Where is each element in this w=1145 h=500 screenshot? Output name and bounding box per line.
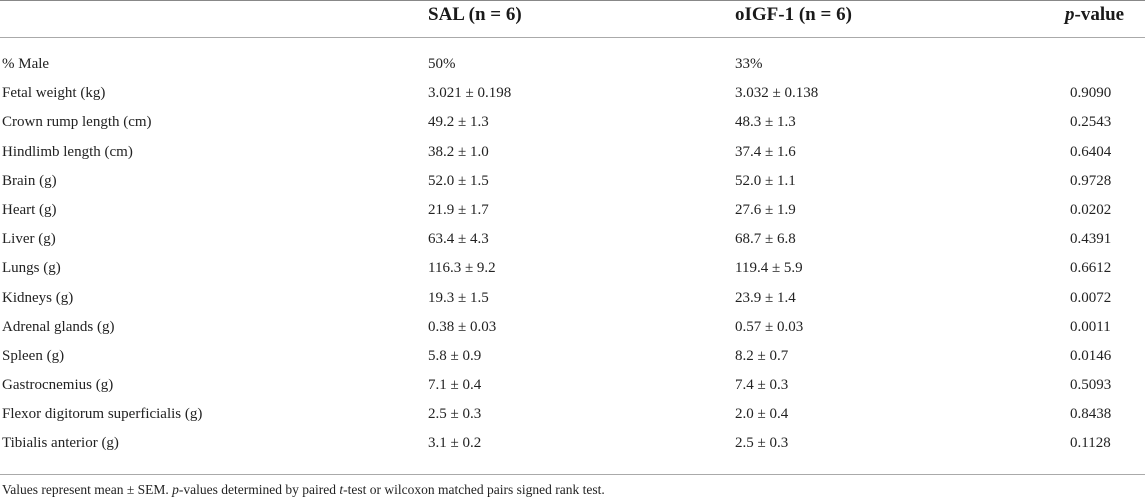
cell-sal: 5.8 ± 0.9 [428, 347, 482, 364]
row-label: Heart (g) [2, 201, 57, 218]
table-body: % Male 50% 33% Fetal weight (kg) 3.021 ± 0.1… [0, 50, 1145, 459]
cell-p-value: 0.4391 [1070, 231, 1112, 248]
cell-oigf: 23.9 ± 1.4 [735, 289, 796, 306]
cell-oigf: 0.57 ± 0.03 [735, 318, 804, 335]
row-label: Fetal weight (kg) [2, 85, 106, 102]
table-row: Brain (g) 52.0 ± 1.5 52.0 ± 1.1 0.9728 [0, 167, 1145, 196]
cell-oigf: 119.4 ± 5.9 [735, 260, 803, 277]
table-row: Flexor digitorum superficialis (g) 2.5 ± … [0, 400, 1145, 429]
table-bottom-rule [0, 474, 1145, 475]
cell-sal: 7.1 ± 0.4 [428, 377, 482, 394]
cell-p-value: 0.9090 [1070, 85, 1112, 102]
cell-sal: 2.5 ± 0.3 [428, 406, 482, 423]
table-row: Gastrocnemius (g) 7.1 ± 0.4 7.4 ± 0.3 0.509… [0, 371, 1145, 400]
footnote-t-italic: t [339, 482, 344, 497]
cell-oigf: 52.0 ± 1.1 [735, 172, 796, 189]
footnote-part1: Values represent mean ± SEM. [2, 482, 173, 497]
row-label: Crown rump length (cm) [2, 114, 152, 131]
cell-p-value: 0.2543 [1070, 114, 1112, 131]
cell-oigf: 8.2 ± 0.7 [735, 347, 789, 364]
cell-p-value: 0.1128 [1070, 435, 1111, 452]
cell-p-value: 0.8438 [1070, 406, 1112, 423]
row-label: % Male [2, 56, 50, 72]
cell-p-value: 0.6612 [1070, 260, 1112, 277]
cell-sal: 3.021 ± 0.198 [428, 85, 512, 102]
footnote-p-italic: p [172, 482, 179, 497]
header-sal: SAL (n = 6) [428, 4, 522, 25]
cell-oigf: 7.4 ± 0.3 [735, 377, 789, 394]
row-label: Spleen (g) [2, 347, 65, 364]
header-p-italic: p [1065, 4, 1075, 25]
table-row: Tibialis anterior (g) 3.1 ± 0.2 2.5 ± 0.3 0… [0, 429, 1145, 458]
cell-p-value: 0.0072 [1070, 289, 1112, 306]
cell-oigf: 33% [735, 56, 763, 72]
table-row: Lungs (g) 116.3 ± 9.2 119.4 ± 5.9 0.6612 [0, 254, 1145, 283]
row-label: Liver (g) [2, 231, 56, 248]
row-label: Tibialis anterior (g) [2, 435, 119, 452]
cell-p-value: 0.9728 [1070, 172, 1112, 189]
table-row: Liver (g) 63.4 ± 4.3 68.7 ± 6.8 0.4391 [0, 225, 1145, 254]
header-oigf: oIGF-1 (n = 6) [735, 4, 852, 25]
table-row: % Male 50% 33% [0, 50, 1145, 79]
cell-p-value: 0.0146 [1070, 347, 1112, 364]
table-row: Heart (g) 21.9 ± 1.7 27.6 ± 1.9 0.0202 [0, 196, 1145, 225]
cell-sal: 38.2 ± 1.0 [428, 143, 489, 160]
cell-p-value: 0.0202 [1070, 201, 1112, 218]
table-row: Crown rump length (cm) 49.2 ± 1.3 48.3 ± 1… [0, 108, 1145, 137]
table-row: Fetal weight (kg) 3.021 ± 0.198 3.032 ± 0.… [0, 79, 1145, 108]
footnote-part2: -values determined by paired [178, 482, 340, 497]
row-label: Lungs (g) [2, 260, 61, 277]
cell-sal: 63.4 ± 4.3 [428, 231, 489, 248]
cell-sal: 21.9 ± 1.7 [428, 201, 489, 218]
table-row: Spleen (g) 5.8 ± 0.9 8.2 ± 0.7 0.0146 [0, 342, 1145, 371]
footnote-part3: -test or wilcoxon matched pairs signed r… [343, 482, 605, 497]
row-label: Kidneys (g) [2, 289, 74, 306]
cell-sal: 116.3 ± 9.2 [428, 260, 496, 277]
cell-sal: 3.1 ± 0.2 [428, 435, 482, 452]
table-top-rule [0, 0, 1145, 1]
cell-oigf: 2.0 ± 0.4 [735, 406, 789, 423]
cell-sal: 50% [428, 56, 456, 72]
table-row: Hindlimb length (cm) 38.2 ± 1.0 37.4 ± 1.6… [0, 138, 1145, 167]
cell-p-value: 0.6404 [1070, 143, 1112, 160]
cell-oigf: 2.5 ± 0.3 [735, 435, 789, 452]
cell-sal: 49.2 ± 1.3 [428, 114, 489, 131]
table-footnote: Values represent mean ± SEM. p-values de… [2, 481, 605, 499]
cell-p-value: 0.0011 [1070, 318, 1111, 335]
row-label: Flexor digitorum superficialis (g) [2, 406, 203, 423]
cell-sal: 52.0 ± 1.5 [428, 172, 489, 189]
header-p-rest: -value [1074, 4, 1125, 25]
table-row: Kidneys (g) 19.3 ± 1.5 23.9 ± 1.4 0.0072 [0, 284, 1145, 313]
cell-sal: 0.38 ± 0.03 [428, 318, 497, 335]
row-label: Gastrocnemius (g) [2, 377, 114, 394]
cell-oigf: 27.6 ± 1.9 [735, 201, 796, 218]
row-label: Brain (g) [2, 172, 57, 189]
header-p-value: p-value [1065, 3, 1124, 27]
cell-sal: 19.3 ± 1.5 [428, 289, 489, 306]
cell-oigf: 68.7 ± 6.8 [735, 231, 796, 248]
cell-oigf: 37.4 ± 1.6 [735, 143, 796, 160]
cell-oigf: 48.3 ± 1.3 [735, 114, 796, 131]
table-row: Adrenal glands (g) 0.38 ± 0.03 0.57 ± 0.03… [0, 313, 1145, 342]
table-header: SAL (n = 6) oIGF-1 (n = 6) p-value [0, 0, 1145, 37]
row-label: Adrenal glands (g) [2, 318, 115, 335]
cell-oigf: 3.032 ± 0.138 [735, 85, 819, 102]
table-header-rule [0, 37, 1145, 38]
row-label: Hindlimb length (cm) [2, 143, 133, 160]
cell-p-value: 0.5093 [1070, 377, 1112, 394]
